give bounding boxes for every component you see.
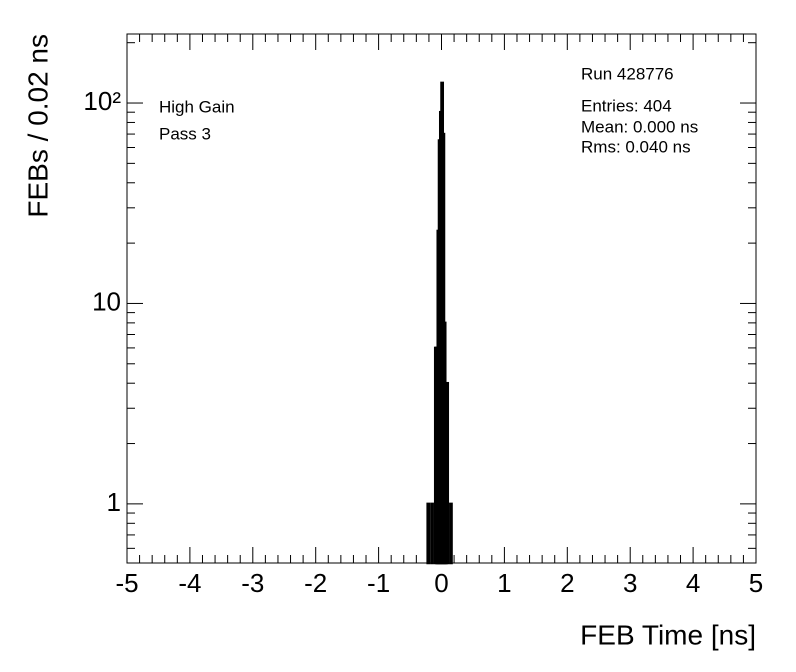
y-tick-label: 1 (107, 487, 121, 517)
x-tick-label: -1 (367, 568, 390, 598)
x-tick-label: -5 (115, 568, 138, 598)
x-axis-title: FEB Time [ns] (580, 619, 756, 650)
stats-text: Mean: 0.000 ns (581, 117, 698, 136)
y-tick-label: 10² (83, 86, 121, 116)
x-tick-label: 0 (434, 568, 448, 598)
x-tick-label: -3 (241, 568, 264, 598)
x-tick-label: -2 (304, 568, 327, 598)
x-tick-label: 2 (560, 568, 574, 598)
x-tick-label: 4 (686, 568, 700, 598)
x-tick-label: 1 (497, 568, 511, 598)
histogram-bar (449, 502, 453, 565)
x-tick-label: 5 (749, 568, 763, 598)
annotation: Pass 3 (159, 124, 211, 143)
stats-text: Entries: 404 (581, 96, 672, 115)
x-tick-label: -4 (178, 568, 201, 598)
histogram-bar (430, 502, 434, 565)
annotation: High Gain (159, 97, 235, 116)
histogram-bar (426, 502, 431, 565)
y-tick-label: 10 (92, 286, 121, 316)
stats-text: Run 428776 (581, 64, 674, 83)
histogram-bar (445, 381, 450, 565)
y-axis-title: FEBs / 0.02 ns (22, 34, 53, 218)
stats-text: Rms: 0.040 ns (581, 137, 691, 156)
x-tick-label: 3 (623, 568, 637, 598)
